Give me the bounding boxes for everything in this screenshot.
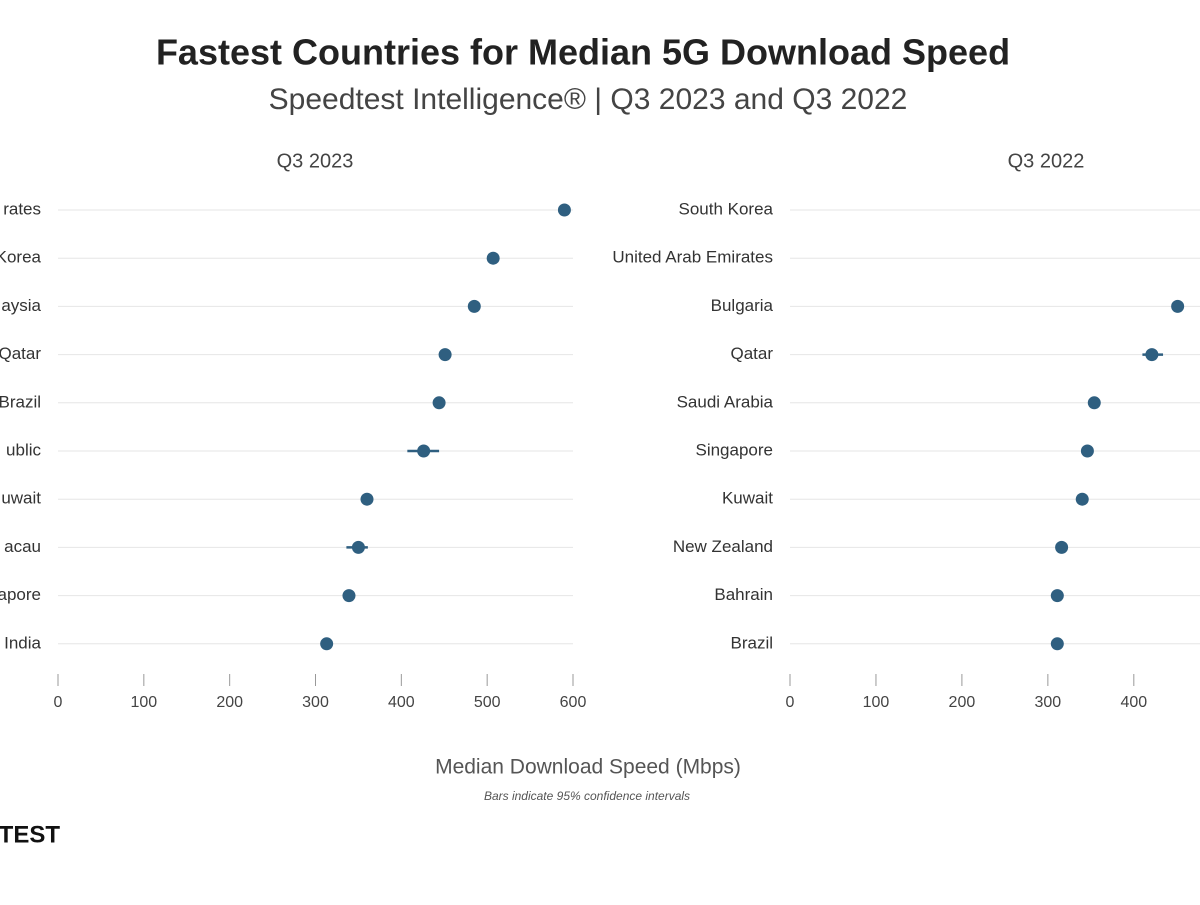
y-tick-label: Brazil [730,633,773,652]
y-tick-label: Bulgaria [711,296,774,315]
y-tick-label: Korea [0,248,42,267]
y-tick-label: Singapore [695,440,773,459]
y-tick-label: uwait [1,489,41,508]
x-tick-label: 300 [302,694,329,711]
x-tick-label: 0 [786,694,795,711]
y-tick-label: apore [0,585,41,604]
dot [1145,348,1159,362]
y-tick-label: Qatar [730,344,773,363]
x-tick-label: 0 [54,694,63,711]
dot [1080,444,1094,458]
y-tick-label: rates [3,199,41,218]
dot [432,396,446,410]
dot [486,251,500,265]
x-tick-label: 200 [949,694,976,711]
dot [1087,396,1101,410]
y-tick-label: Saudi Arabia [677,392,774,411]
dot [360,492,374,506]
x-tick-label: 400 [388,694,415,711]
chart-subtitle: Speedtest Intelligence® | Q3 2023 and Q3… [269,83,908,116]
dot [320,637,334,651]
x-tick-label: 100 [130,694,157,711]
dot [438,348,452,362]
dot [557,203,571,217]
dot [467,299,481,313]
dot [351,540,365,554]
y-tick-label: ublic [6,440,41,459]
y-tick-label: New Zealand [673,537,773,556]
dot [1171,299,1185,313]
x-tick-label: 600 [560,694,587,711]
chart-title: Fastest Countries for Median 5G Download… [156,32,1010,73]
y-tick-label: aysia [1,296,41,315]
x-axis-label: Median Download Speed (Mbps) [435,756,741,779]
y-tick-label: Brazil [0,392,41,411]
dot [1050,589,1064,603]
x-tick-label: 500 [474,694,501,711]
y-tick-label: acau [4,537,41,556]
note: Bars indicate 95% confidence intervals [484,789,690,803]
x-tick-label: 200 [216,694,243,711]
y-tick-label: Kuwait [722,489,773,508]
panel-title: Q3 2023 [277,150,354,172]
y-tick-label: Bahrain [714,585,773,604]
panel-title: Q3 2022 [1008,150,1085,172]
logo: TEST [0,821,60,848]
dot [1055,540,1069,554]
y-tick-label: United Arab Emirates [612,248,773,267]
y-tick-label: Qatar [0,344,41,363]
x-tick-label: 400 [1120,694,1147,711]
y-tick-label: India [4,633,41,652]
x-tick-label: 100 [863,694,890,711]
x-tick-label: 300 [1035,694,1062,711]
dot [342,589,356,603]
dot [417,444,431,458]
y-tick-label: South Korea [678,199,773,218]
dot [1075,492,1089,506]
dot [1050,637,1064,651]
